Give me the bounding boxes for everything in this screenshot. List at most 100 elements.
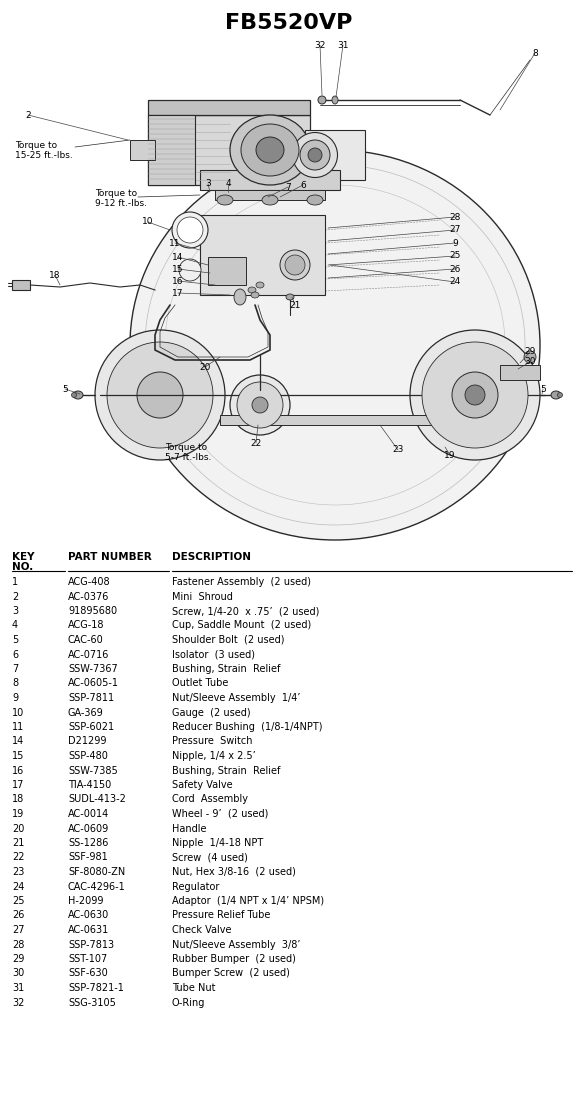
Ellipse shape: [256, 137, 284, 164]
Text: Torque to: Torque to: [15, 140, 57, 149]
Text: 16: 16: [172, 276, 184, 285]
Text: SSP-7811: SSP-7811: [68, 693, 114, 703]
Text: 15-25 ft.-lbs.: 15-25 ft.-lbs.: [15, 150, 73, 159]
Text: Torque to: Torque to: [165, 442, 207, 452]
Text: SSP-7821-1: SSP-7821-1: [68, 983, 124, 993]
Text: Torque to: Torque to: [95, 189, 137, 198]
Text: 3: 3: [205, 179, 211, 189]
Text: 26: 26: [12, 911, 24, 920]
Text: Handle: Handle: [172, 823, 206, 833]
Ellipse shape: [252, 397, 268, 413]
Text: 25: 25: [449, 252, 461, 261]
Ellipse shape: [465, 385, 485, 406]
Polygon shape: [215, 190, 325, 200]
Ellipse shape: [307, 194, 323, 206]
Text: SST-107: SST-107: [68, 954, 108, 964]
Text: Nut/Sleeve Assembly  1/4’: Nut/Sleeve Assembly 1/4’: [172, 693, 301, 703]
Text: AC-0609: AC-0609: [68, 823, 109, 833]
Text: 8: 8: [12, 678, 18, 688]
Text: Safety Valve: Safety Valve: [172, 780, 232, 790]
Text: Wheel - 9’  (2 used): Wheel - 9’ (2 used): [172, 809, 268, 819]
Text: 27: 27: [449, 225, 461, 234]
Text: 4: 4: [12, 621, 18, 631]
Ellipse shape: [422, 343, 528, 448]
Text: O-Ring: O-Ring: [172, 998, 205, 1008]
Text: Bushing, Strain  Relief: Bushing, Strain Relief: [172, 766, 280, 776]
Text: 1: 1: [12, 577, 18, 587]
Ellipse shape: [558, 392, 562, 398]
Ellipse shape: [179, 259, 201, 281]
Text: 26: 26: [449, 264, 461, 274]
Text: Nipple, 1/4 x 2.5’: Nipple, 1/4 x 2.5’: [172, 751, 255, 761]
Ellipse shape: [410, 330, 540, 460]
Ellipse shape: [217, 194, 233, 206]
Text: CAC-4296-1: CAC-4296-1: [68, 882, 126, 892]
Text: 17: 17: [172, 288, 184, 297]
Text: 5-7 ft.-lbs.: 5-7 ft.-lbs.: [165, 453, 212, 462]
Text: Gauge  (2 used): Gauge (2 used): [172, 707, 251, 717]
Text: 18: 18: [49, 271, 61, 280]
Text: 28: 28: [449, 212, 461, 221]
Text: 30: 30: [12, 968, 24, 979]
Text: 27: 27: [12, 925, 24, 935]
Text: Screw, 1/4-20  x .75’  (2 used): Screw, 1/4-20 x .75’ (2 used): [172, 606, 320, 615]
Ellipse shape: [292, 133, 338, 178]
Text: 7: 7: [285, 182, 291, 191]
Text: 23: 23: [392, 445, 403, 454]
Ellipse shape: [237, 382, 283, 428]
Text: SSG-3105: SSG-3105: [68, 998, 116, 1008]
Ellipse shape: [318, 96, 326, 104]
Text: SUDL-413-2: SUDL-413-2: [68, 794, 126, 804]
Polygon shape: [500, 365, 540, 380]
Text: 91895680: 91895680: [68, 606, 117, 615]
Text: 6: 6: [12, 650, 18, 660]
Text: NO.: NO.: [12, 562, 34, 572]
Text: 23: 23: [12, 867, 24, 877]
Text: Shoulder Bolt  (2 used): Shoulder Bolt (2 used): [172, 635, 284, 645]
Text: 19: 19: [12, 809, 24, 819]
Polygon shape: [148, 99, 310, 115]
Text: 5: 5: [12, 635, 18, 645]
Ellipse shape: [137, 372, 183, 418]
Ellipse shape: [248, 287, 256, 293]
Ellipse shape: [286, 294, 294, 299]
Text: Pressure  Switch: Pressure Switch: [172, 737, 253, 747]
Text: SSP-7813: SSP-7813: [68, 939, 114, 949]
Text: 30: 30: [524, 358, 536, 367]
Text: SSF-630: SSF-630: [68, 968, 108, 979]
Text: D21299: D21299: [68, 737, 106, 747]
Text: 20: 20: [199, 362, 211, 371]
Ellipse shape: [241, 124, 299, 176]
Text: Screw  (4 used): Screw (4 used): [172, 852, 248, 863]
Ellipse shape: [230, 115, 310, 185]
Text: 10: 10: [142, 218, 154, 227]
Text: 16: 16: [12, 766, 24, 776]
Text: TIA-4150: TIA-4150: [68, 780, 111, 790]
Text: 2: 2: [12, 591, 18, 601]
Text: AC-0716: AC-0716: [68, 650, 109, 660]
Text: 24: 24: [449, 277, 461, 286]
Text: Nut/Sleeve Assembly  3/8’: Nut/Sleeve Assembly 3/8’: [172, 939, 301, 949]
Text: ACG-408: ACG-408: [68, 577, 110, 587]
Text: DESCRIPTION: DESCRIPTION: [172, 552, 251, 562]
Text: 7: 7: [12, 664, 18, 674]
Text: Nipple  1/4-18 NPT: Nipple 1/4-18 NPT: [172, 838, 263, 848]
Text: KEY: KEY: [12, 552, 35, 562]
Text: Bumper Screw  (2 used): Bumper Screw (2 used): [172, 968, 290, 979]
Text: 17: 17: [12, 780, 24, 790]
Polygon shape: [148, 115, 310, 185]
Text: CAC-60: CAC-60: [68, 635, 103, 645]
Ellipse shape: [177, 217, 203, 243]
Ellipse shape: [452, 372, 498, 418]
Ellipse shape: [230, 375, 290, 435]
Ellipse shape: [256, 282, 264, 288]
Text: AC-0630: AC-0630: [68, 911, 109, 920]
Text: 18: 18: [12, 794, 24, 804]
Text: Regulator: Regulator: [172, 882, 220, 892]
Text: 11: 11: [169, 239, 181, 248]
Text: 29: 29: [524, 347, 536, 357]
Text: AC-0376: AC-0376: [68, 591, 109, 601]
Polygon shape: [130, 140, 155, 160]
Text: SSW-7367: SSW-7367: [68, 664, 118, 674]
Text: 21: 21: [12, 838, 24, 848]
